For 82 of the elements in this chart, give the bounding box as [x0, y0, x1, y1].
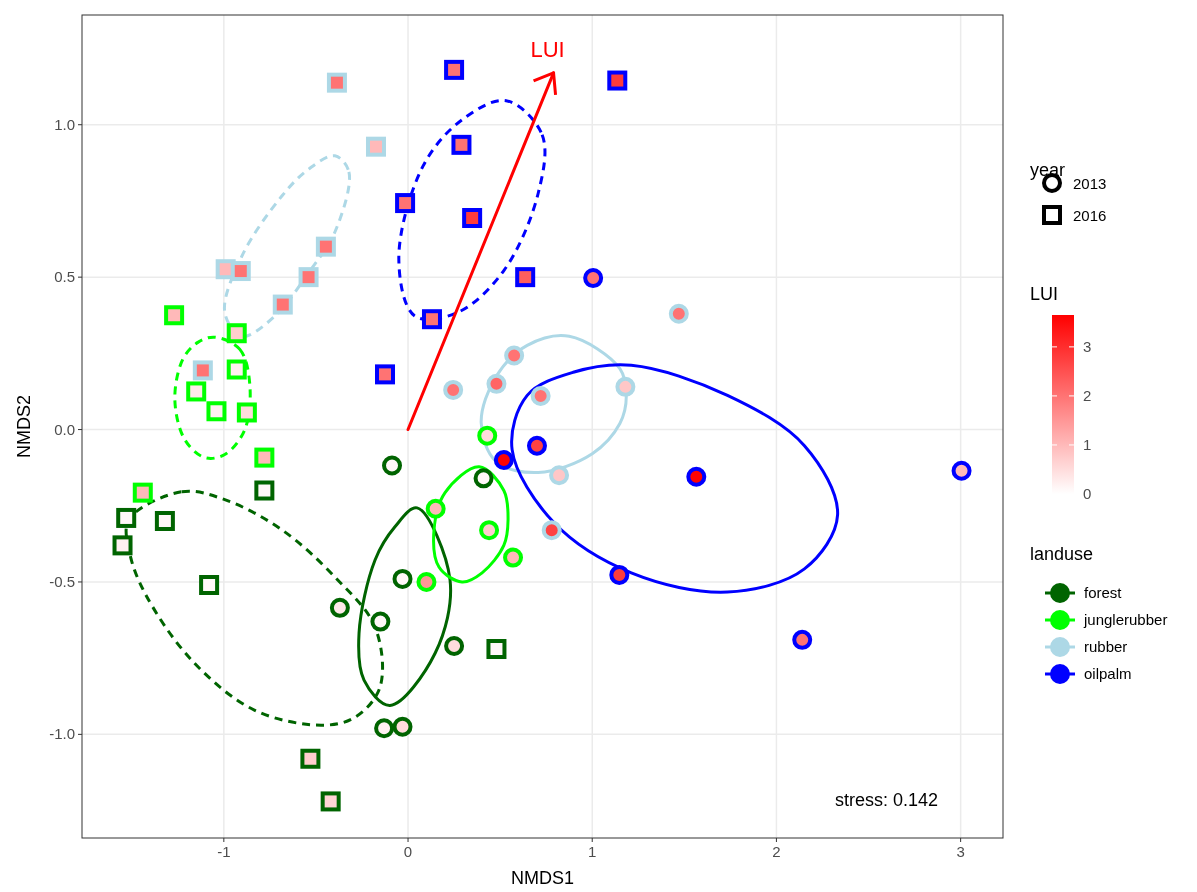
x-tick-label: 1	[588, 843, 597, 860]
text: year	[1030, 160, 1066, 180]
point	[444, 59, 465, 80]
point	[530, 386, 551, 407]
point	[254, 447, 275, 468]
legend-label: rubber	[1084, 638, 1128, 655]
point	[375, 364, 396, 385]
point	[206, 401, 227, 422]
point	[116, 507, 137, 528]
point	[164, 305, 185, 326]
point	[254, 480, 275, 501]
legend-label: junglerubber	[1083, 611, 1168, 628]
point	[451, 134, 472, 155]
color-bar-title: LUI	[1030, 284, 1059, 304]
point	[370, 611, 391, 632]
point	[382, 455, 403, 476]
legend-label: oilpalm	[1084, 665, 1132, 682]
point	[477, 425, 498, 446]
y-tick-label: 0.0	[54, 420, 75, 438]
point	[421, 309, 442, 330]
point	[607, 70, 628, 91]
point	[272, 294, 293, 315]
point	[503, 547, 524, 568]
point	[315, 236, 336, 257]
annotation: stress: 0.142	[834, 790, 938, 810]
point	[486, 639, 507, 660]
point	[416, 571, 437, 592]
point	[300, 748, 321, 769]
point	[425, 498, 446, 519]
point	[444, 635, 465, 656]
y-tick-label: 0.5	[54, 268, 75, 286]
color-bar-label: 0	[1083, 485, 1092, 502]
point	[112, 535, 133, 556]
text: 2016	[1073, 207, 1107, 224]
point	[392, 716, 413, 737]
point	[392, 568, 413, 589]
point	[230, 261, 251, 282]
text: 2013	[1073, 175, 1107, 192]
point	[486, 373, 507, 394]
color-bar-label: 1	[1083, 435, 1092, 453]
legend-title: landuse	[1030, 544, 1094, 564]
point	[154, 510, 175, 531]
point	[192, 360, 213, 381]
x-axis-title: NMDS1	[510, 868, 575, 888]
y-tick-label: -1.0	[49, 725, 75, 743]
color-bar-label: 2	[1083, 386, 1092, 404]
point	[326, 72, 347, 93]
y-tick-label: -0.5	[49, 572, 75, 590]
point	[686, 466, 707, 487]
point	[186, 381, 207, 402]
point	[515, 267, 536, 288]
point	[132, 482, 153, 503]
color-bar-label: 3	[1083, 337, 1092, 355]
point	[443, 379, 464, 400]
point	[462, 208, 483, 229]
x-tick-label: 0	[403, 843, 413, 860]
point	[199, 575, 220, 595]
point	[329, 597, 350, 618]
annotation: LUI	[530, 36, 565, 62]
point	[374, 718, 395, 739]
point	[526, 435, 547, 456]
y-tick-label: 1.0	[54, 115, 75, 133]
x-tick-label: 3	[956, 843, 965, 860]
point	[615, 376, 636, 397]
point	[609, 564, 630, 585]
point	[668, 303, 689, 324]
x-tick-label: 2	[772, 843, 781, 860]
point	[479, 520, 500, 541]
point	[226, 359, 247, 380]
point	[549, 465, 570, 486]
point	[236, 402, 257, 423]
point	[493, 450, 514, 471]
point	[395, 193, 416, 214]
point	[473, 468, 494, 489]
point	[504, 345, 525, 366]
point	[541, 520, 562, 541]
point	[298, 267, 319, 288]
point	[226, 323, 247, 344]
legend-label: forest	[1084, 584, 1123, 601]
y-axis-title: NMDS2	[14, 394, 34, 459]
point	[320, 791, 341, 812]
x-tick-label: -1	[217, 843, 231, 860]
